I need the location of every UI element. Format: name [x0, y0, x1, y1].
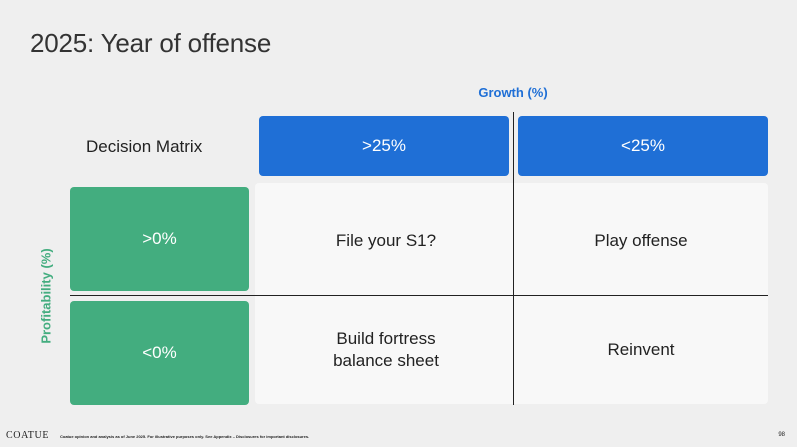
slide-title: 2025: Year of offense — [30, 28, 272, 58]
row-header-unprofitable: <0% — [70, 301, 249, 405]
vertical-divider — [513, 112, 514, 405]
cell-text: Reinvent — [607, 340, 675, 359]
cell-text: Play offense — [594, 231, 688, 250]
cell-file-s1: File your S1? — [259, 187, 513, 295]
growth-axis-label: Growth (%) — [478, 85, 548, 100]
cell-play-offense: Play offense — [514, 187, 768, 295]
column-header-low-growth: <25% — [518, 116, 768, 176]
matrix-cell-area — [255, 183, 768, 404]
cell-text: Build fortress balance sheet — [333, 329, 439, 370]
cell-text: File your S1? — [335, 231, 437, 250]
cell-reinvent: Reinvent — [514, 296, 768, 404]
horizontal-divider — [70, 295, 768, 296]
row-header-profitable: >0% — [70, 187, 249, 291]
footer-disclaimer: Coatue opinion and analysis as of June 2… — [60, 434, 310, 439]
page-number: 98 — [778, 432, 785, 438]
matrix-label: Decision Matrix — [86, 137, 203, 156]
column-header-high-growth: >25% — [259, 116, 509, 176]
profitability-axis-label: Profitability (%) — [38, 248, 54, 344]
company-logo: COATUE — [6, 430, 50, 441]
cell-build-fortress: Build fortress balance sheet — [259, 296, 513, 404]
